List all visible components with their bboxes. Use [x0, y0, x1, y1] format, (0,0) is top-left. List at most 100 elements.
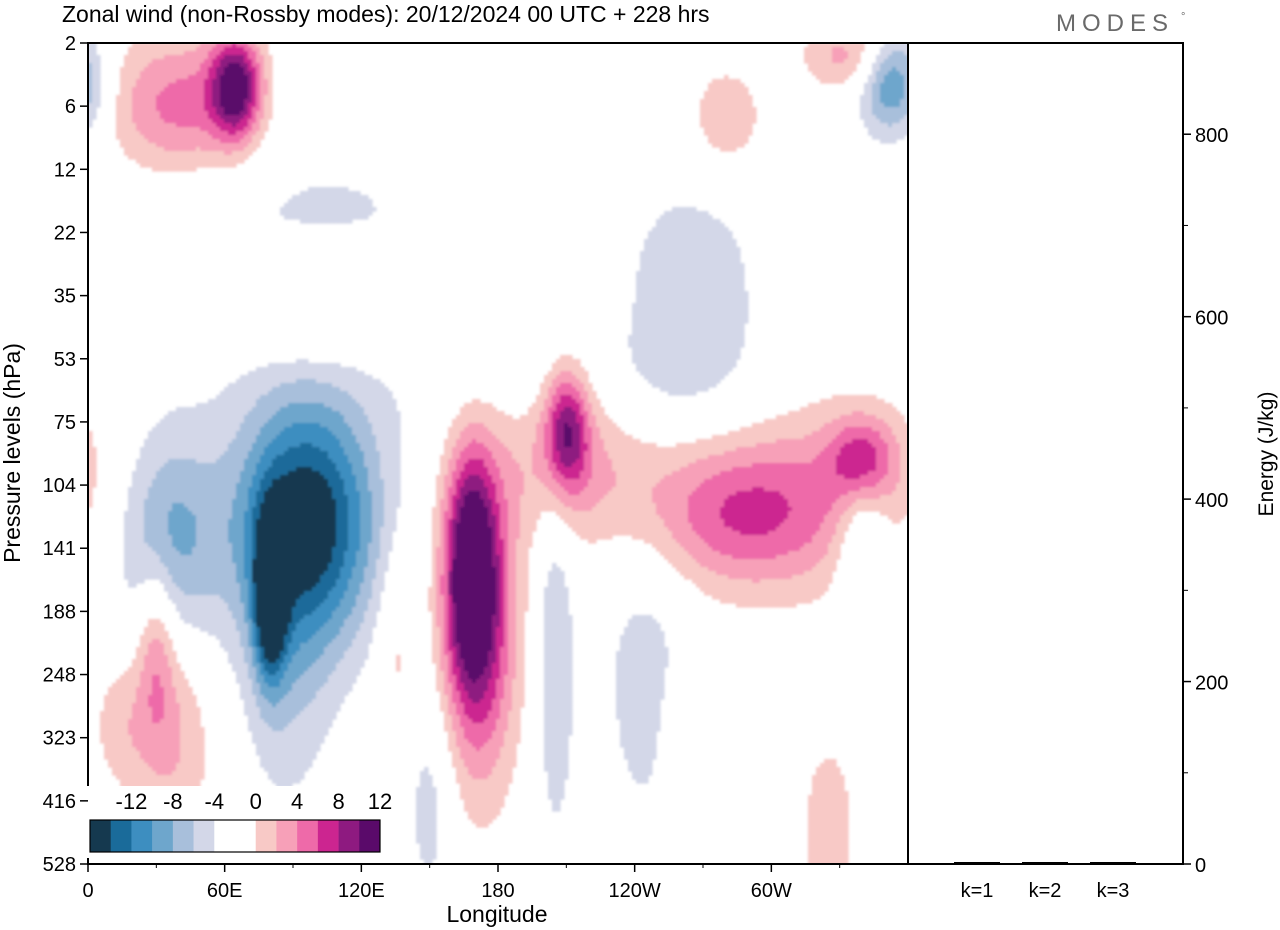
heatmap-cell [240, 99, 245, 104]
heatmap-cell [820, 403, 825, 408]
heatmap-cell [188, 123, 193, 128]
heatmap-cell [240, 411, 245, 416]
heatmap-cell [172, 107, 177, 112]
heatmap-cell [584, 391, 589, 396]
heatmap-cell [716, 319, 721, 324]
heatmap-cell [184, 127, 189, 132]
heatmap-cell [776, 431, 781, 436]
heatmap-cell [660, 355, 665, 360]
heatmap-cell [672, 355, 677, 360]
heatmap-cell [304, 387, 309, 392]
heatmap-cell [296, 387, 301, 392]
heatmap-cell [152, 431, 157, 436]
heatmap-cell [548, 431, 553, 436]
heatmap-cell [276, 435, 281, 440]
heatmap-cell [200, 415, 205, 420]
heatmap-cell [644, 247, 649, 252]
heatmap-cell [132, 107, 137, 112]
heatmap-cell [144, 135, 149, 140]
heatmap-cell [564, 411, 569, 416]
heatmap-cell [884, 111, 889, 116]
heatmap-cell [176, 87, 181, 92]
heatmap-cell [276, 379, 281, 384]
heatmap-cell [228, 123, 233, 128]
heatmap-cell [224, 79, 229, 84]
heatmap-cell [820, 427, 825, 432]
heatmap-cell [640, 347, 645, 352]
heatmap-cell [316, 415, 321, 420]
heatmap-cell [176, 47, 181, 52]
heatmap-cell [524, 419, 529, 424]
heatmap-cell [764, 427, 769, 432]
heatmap-cell [644, 279, 649, 284]
heatmap-cell [260, 423, 265, 428]
heatmap-cell [376, 395, 381, 400]
heatmap-cell [220, 107, 225, 112]
heatmap-cell [348, 443, 353, 448]
heatmap-cell [724, 371, 729, 376]
heatmap-cell [552, 379, 557, 384]
heatmap-cell [164, 439, 169, 444]
heatmap-cell [236, 119, 241, 124]
heatmap-cell [244, 139, 249, 144]
heatmap-cell [848, 419, 853, 424]
heatmap-cell [888, 99, 893, 104]
heatmap-cell [848, 59, 853, 64]
heatmap-cell [708, 287, 713, 292]
heatmap-cell [856, 427, 861, 432]
heatmap-cell [896, 435, 901, 440]
heatmap-cell [592, 435, 597, 440]
heatmap-cell [656, 371, 661, 376]
heatmap-cell [680, 375, 685, 380]
heatmap-cell [304, 383, 309, 388]
heatmap-cell [728, 143, 733, 148]
heatmap-cell [648, 343, 653, 348]
heatmap-cell [156, 443, 161, 448]
heatmap-cell [152, 427, 157, 432]
heatmap-cell [156, 43, 161, 48]
heatmap-cell [216, 395, 221, 400]
heatmap-cell [268, 383, 273, 388]
heatmap-cell [652, 383, 657, 388]
heatmap-cell [740, 123, 745, 128]
heatmap-cell [264, 435, 269, 440]
heatmap-cell [728, 231, 733, 236]
heatmap-cell [876, 131, 881, 136]
heatmap-cell [296, 371, 301, 376]
heatmap-cell [824, 71, 829, 76]
heatmap-cell [868, 399, 873, 404]
heatmap-cell [708, 371, 713, 376]
heatmap-cell [168, 123, 173, 128]
heatmap-cell [568, 439, 573, 444]
heatmap-cell [224, 63, 229, 68]
heatmap-cell [580, 431, 585, 436]
heatmap-cell [232, 155, 237, 160]
heatmap-cell [284, 435, 289, 440]
heatmap-cell [648, 287, 653, 292]
heatmap-cell [396, 419, 401, 424]
heatmap-cell [244, 399, 249, 404]
heatmap-cell [644, 359, 649, 364]
heatmap-cell [652, 319, 657, 324]
heatmap-cell [856, 395, 861, 400]
heatmap-cell [612, 435, 617, 440]
heatmap-cell [644, 327, 649, 332]
heatmap-cell [704, 263, 709, 268]
heatmap-cell [220, 83, 225, 88]
heatmap-cell [700, 115, 705, 120]
heatmap-cell [164, 167, 169, 172]
heatmap-cell [728, 291, 733, 296]
heatmap-cell [664, 367, 669, 372]
heatmap-cell [348, 203, 353, 208]
heatmap-cell [788, 415, 793, 420]
heatmap-cell [664, 383, 669, 388]
heatmap-cell [252, 103, 257, 108]
heatmap-cell [812, 419, 817, 424]
heatmap-cell [268, 375, 273, 380]
heatmap-cell [828, 407, 833, 412]
brand-logo: MODES [1056, 10, 1174, 37]
heatmap-cell [92, 95, 97, 100]
heatmap-cell [556, 391, 561, 396]
heatmap-cell [136, 63, 141, 68]
heatmap-cell [880, 419, 885, 424]
